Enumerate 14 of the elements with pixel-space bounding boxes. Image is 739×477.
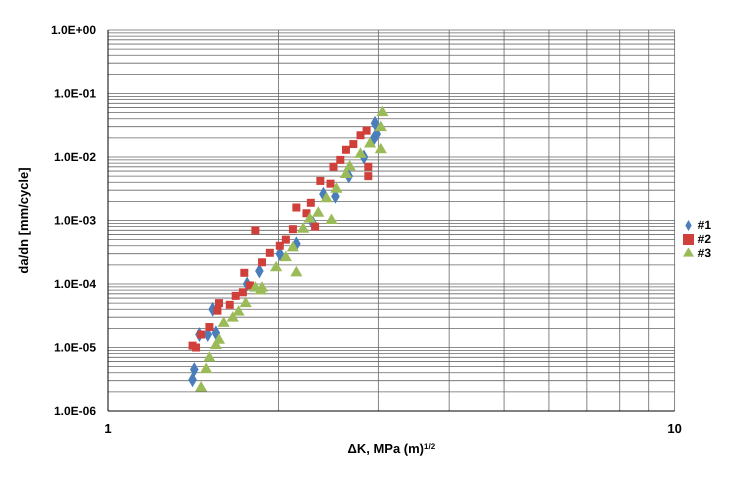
- x-tick-label: 1: [104, 421, 112, 436]
- y-tick-label: 1.0E-03: [54, 214, 96, 228]
- y-tick-label: 1.0E-01: [54, 86, 96, 100]
- y-tick-label: 1.0E-02: [54, 150, 96, 164]
- legend-label: #2: [698, 232, 711, 246]
- y-tick-label: 1.0E-04: [54, 277, 96, 291]
- y-tick-label: 1.0E+00: [50, 23, 96, 37]
- y-tick-label: 1.0E-05: [54, 340, 96, 354]
- x-tick-label: 10: [667, 421, 682, 436]
- legend-label: #1: [698, 218, 711, 232]
- x-axis-title: ΔK, MPa (m)$^{1/2}$: [348, 441, 436, 456]
- y-tick-label: 1.0E-06: [54, 404, 96, 418]
- y-axis-title: da/dn [mm/cycle]: [16, 167, 31, 274]
- legend-label: #3: [698, 246, 711, 260]
